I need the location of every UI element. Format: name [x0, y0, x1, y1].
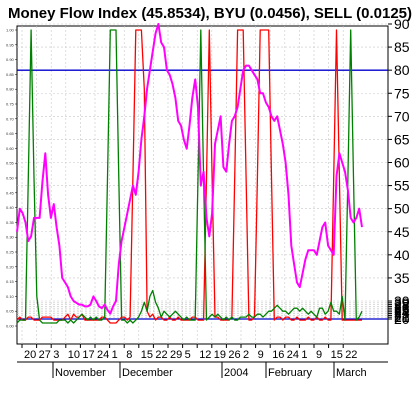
x-tick-label: 22 [155, 349, 167, 361]
tick-label-right: 90 [394, 16, 410, 32]
series-line-buy [16, 29, 363, 324]
x-tick-label: 1 [112, 349, 118, 361]
x-tick-label: 29 [170, 349, 182, 361]
tick-label-left: 0.30 [6, 235, 15, 240]
tick-label-right: 29 [394, 295, 410, 311]
x-tick-label: 15 [331, 349, 343, 361]
month-label: February [268, 367, 313, 379]
tick-label-left: 0.20 [6, 264, 15, 269]
tick-label-left: 0.05 [6, 309, 15, 314]
tick-label-left: 0.50 [6, 176, 15, 181]
x-tick-label: 8 [126, 349, 132, 361]
x-tick-label: 16 [272, 349, 284, 361]
x-tick-label: 2 [243, 349, 249, 361]
x-tick-label: 3 [53, 349, 59, 361]
x-tick-label: 1 [301, 349, 307, 361]
series-lines [16, 23, 363, 324]
tick-label-left: 0.80 [6, 87, 15, 92]
series-line-mfi [16, 23, 363, 315]
tick-label-left: 0.55 [6, 161, 15, 166]
tick-label-right: 35 [394, 270, 410, 286]
x-tick-label: 12 [199, 349, 211, 361]
tick-label-right: 40 [394, 247, 410, 263]
tick-label-left: 0.25 [6, 250, 15, 255]
x-tick-label: 19 [214, 349, 226, 361]
x-axis: 20 27 3 10 17 24 1 8 15 22 29 5 12 19 26 2 9 16 24 1 9 15 22No… [17, 344, 388, 379]
tick-label-right: 85 [394, 39, 410, 55]
tick-label-left: 0.45 [6, 190, 15, 195]
tick-label-left: 0.15 [6, 279, 15, 284]
tick-label-left: 0.90 [6, 57, 15, 62]
tick-label-right: 65 [394, 131, 410, 147]
tick-label-right: 30 [394, 293, 410, 309]
tick-label-right: 20 [394, 311, 410, 327]
tick-label-right: 27 [394, 298, 410, 314]
tick-label-left: 0.95 [6, 42, 15, 47]
tick-label-left: 0.35 [6, 220, 15, 225]
tick-label-right: 75 [394, 85, 410, 101]
x-tick-label: 5 [185, 349, 191, 361]
tick-label-right: 70 [394, 108, 410, 124]
tick-label-right: 26 [394, 300, 410, 316]
tick-label-left: 0.00 [6, 324, 15, 329]
x-tick-label: 17 [82, 349, 94, 361]
tick-label-right: 22 [394, 307, 410, 323]
tick-label-left: 1.00 [6, 28, 15, 33]
tick-label-right: 24 [394, 304, 410, 320]
x-tick-label: 9 [316, 349, 322, 361]
x-tick-label: 9 [258, 349, 264, 361]
tick-label-left: 0.70 [6, 116, 15, 121]
x-tick-label: 26 [228, 349, 240, 361]
tick-label-right: 28 [394, 297, 410, 313]
plot-area [16, 25, 389, 345]
month-label: March [336, 367, 367, 379]
x-tick-label: 24 [97, 349, 109, 361]
tick-label-right: 21 [394, 309, 410, 325]
x-tick-label: 20 [24, 349, 36, 361]
tick-label-right: 23 [394, 306, 410, 322]
month-label: November [55, 367, 106, 379]
tick-label-left: 0.85 [6, 72, 15, 77]
tick-label-left: 0.60 [6, 146, 15, 151]
tick-label-left: 0.75 [6, 102, 15, 107]
tick-label-right: 60 [394, 155, 410, 171]
x-tick-label: 27 [39, 349, 51, 361]
tick-label-left: 0.40 [6, 205, 15, 210]
chart-title: Money Flow Index (45.8534), BYU (0.0456)… [8, 5, 412, 22]
left-axis-ticks: 0.00 0.05 0.10 0.15 0.20 0.25 0.30 0.35 0.40 0.45… [6, 28, 17, 329]
tick-label-right: 45 [394, 224, 410, 240]
tick-label-left: 0.65 [6, 131, 15, 136]
x-tick-label: 10 [68, 349, 80, 361]
tick-label-right: 50 [394, 201, 410, 217]
x-tick-label: 15 [141, 349, 153, 361]
x-tick-label: 24 [287, 349, 299, 361]
tick-label-right: 25 [394, 302, 410, 318]
x-tick-label: 22 [345, 349, 357, 361]
tick-label-right: 55 [394, 178, 410, 194]
month-label: 2004 [224, 367, 248, 379]
tick-label-left: 0.10 [6, 294, 15, 299]
tick-label-right: 80 [394, 62, 410, 78]
month-label: December [122, 367, 173, 379]
